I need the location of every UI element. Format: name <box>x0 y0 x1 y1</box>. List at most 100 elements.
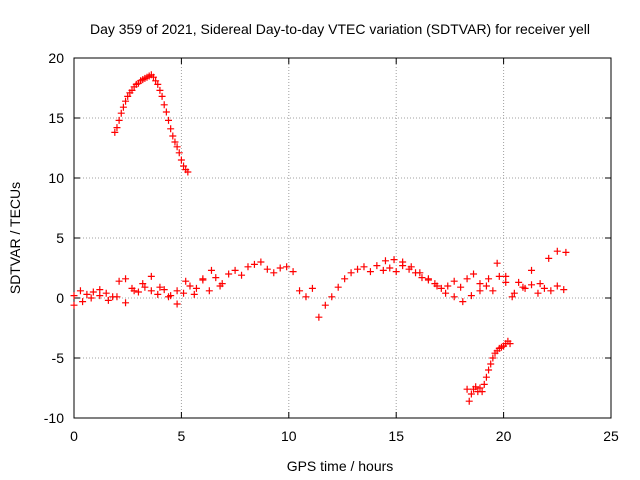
data-point <box>373 262 381 270</box>
data-point <box>485 275 493 283</box>
data-point <box>476 280 484 288</box>
data-point <box>467 292 475 300</box>
y-tick-label: 10 <box>48 170 64 186</box>
data-point <box>476 384 484 392</box>
data-point <box>180 289 188 297</box>
data-point <box>257 258 265 266</box>
data-point <box>540 284 548 292</box>
data-point <box>399 258 407 266</box>
data-point <box>386 264 394 272</box>
x-tick-label: 15 <box>388 428 404 444</box>
data-point <box>96 292 104 300</box>
data-point <box>113 124 121 132</box>
data-point <box>134 288 142 296</box>
data-point <box>231 266 239 274</box>
data-point <box>205 287 213 295</box>
data-point <box>390 256 398 264</box>
data-point <box>177 156 185 164</box>
data-point <box>296 287 304 295</box>
y-tick-label: -10 <box>44 410 64 426</box>
data-point <box>433 282 441 290</box>
data-point <box>152 77 160 85</box>
data-point <box>553 247 561 255</box>
y-tick-label: -5 <box>52 350 65 366</box>
data-point <box>560 286 568 294</box>
data-point <box>216 282 224 290</box>
data-point <box>171 138 179 146</box>
data-point <box>117 109 125 117</box>
data-point <box>536 280 544 288</box>
data-point <box>156 283 164 291</box>
series-0 <box>111 71 192 176</box>
data-point <box>360 263 368 271</box>
data-point <box>70 301 78 309</box>
data-point <box>315 313 323 321</box>
data-point <box>141 283 149 291</box>
data-point <box>124 92 132 100</box>
x-tick-label: 0 <box>70 428 78 444</box>
data-point <box>424 275 432 283</box>
data-point <box>115 116 123 124</box>
series-3 <box>70 247 570 309</box>
data-point <box>480 380 488 388</box>
data-point <box>263 265 271 273</box>
data-marks <box>70 71 570 405</box>
x-axis: 0 5 10 15 20 25 <box>70 58 619 444</box>
data-point <box>89 288 97 296</box>
data-point <box>489 287 497 295</box>
x-tick-label: 10 <box>281 428 297 444</box>
grid-group <box>74 58 611 418</box>
y-axis-label: SDTVAR / TECUs <box>7 182 23 294</box>
data-point <box>487 360 495 368</box>
data-point <box>470 270 478 278</box>
data-point <box>207 266 215 274</box>
data-point <box>79 298 87 306</box>
series-1 <box>463 337 514 405</box>
data-point <box>283 263 291 271</box>
data-point <box>165 293 173 301</box>
data-point <box>463 385 471 393</box>
data-point <box>450 293 458 301</box>
data-point <box>173 143 181 151</box>
data-point <box>485 366 493 374</box>
x-tick-label: 20 <box>496 428 512 444</box>
data-point <box>119 103 127 111</box>
data-point <box>465 397 473 405</box>
data-point <box>154 290 162 298</box>
data-point <box>459 298 467 306</box>
data-point <box>506 340 514 348</box>
data-point <box>476 287 484 295</box>
data-point <box>482 282 490 290</box>
data-point <box>160 101 168 109</box>
data-point <box>553 282 561 290</box>
y-tick-label: 20 <box>48 50 64 66</box>
data-point <box>158 92 166 100</box>
data-point <box>270 269 278 277</box>
data-point <box>276 264 284 272</box>
data-point <box>173 300 181 308</box>
data-point <box>139 280 147 288</box>
data-point <box>493 259 501 267</box>
data-point <box>482 373 490 381</box>
data-point <box>212 274 220 282</box>
data-point <box>199 275 207 283</box>
data-point <box>87 294 95 302</box>
data-point <box>165 116 173 124</box>
data-point <box>167 125 175 133</box>
data-point <box>128 86 136 94</box>
data-point <box>547 287 555 295</box>
data-point <box>154 80 162 88</box>
data-point <box>225 270 233 278</box>
data-point <box>534 289 542 297</box>
data-point <box>354 265 362 273</box>
data-point <box>190 290 198 298</box>
data-point <box>515 278 523 286</box>
data-point <box>442 289 450 297</box>
data-point <box>478 388 486 396</box>
data-point <box>495 272 503 280</box>
data-point <box>379 266 387 274</box>
data-point <box>489 354 497 362</box>
data-point <box>147 287 155 295</box>
data-point <box>366 268 374 276</box>
